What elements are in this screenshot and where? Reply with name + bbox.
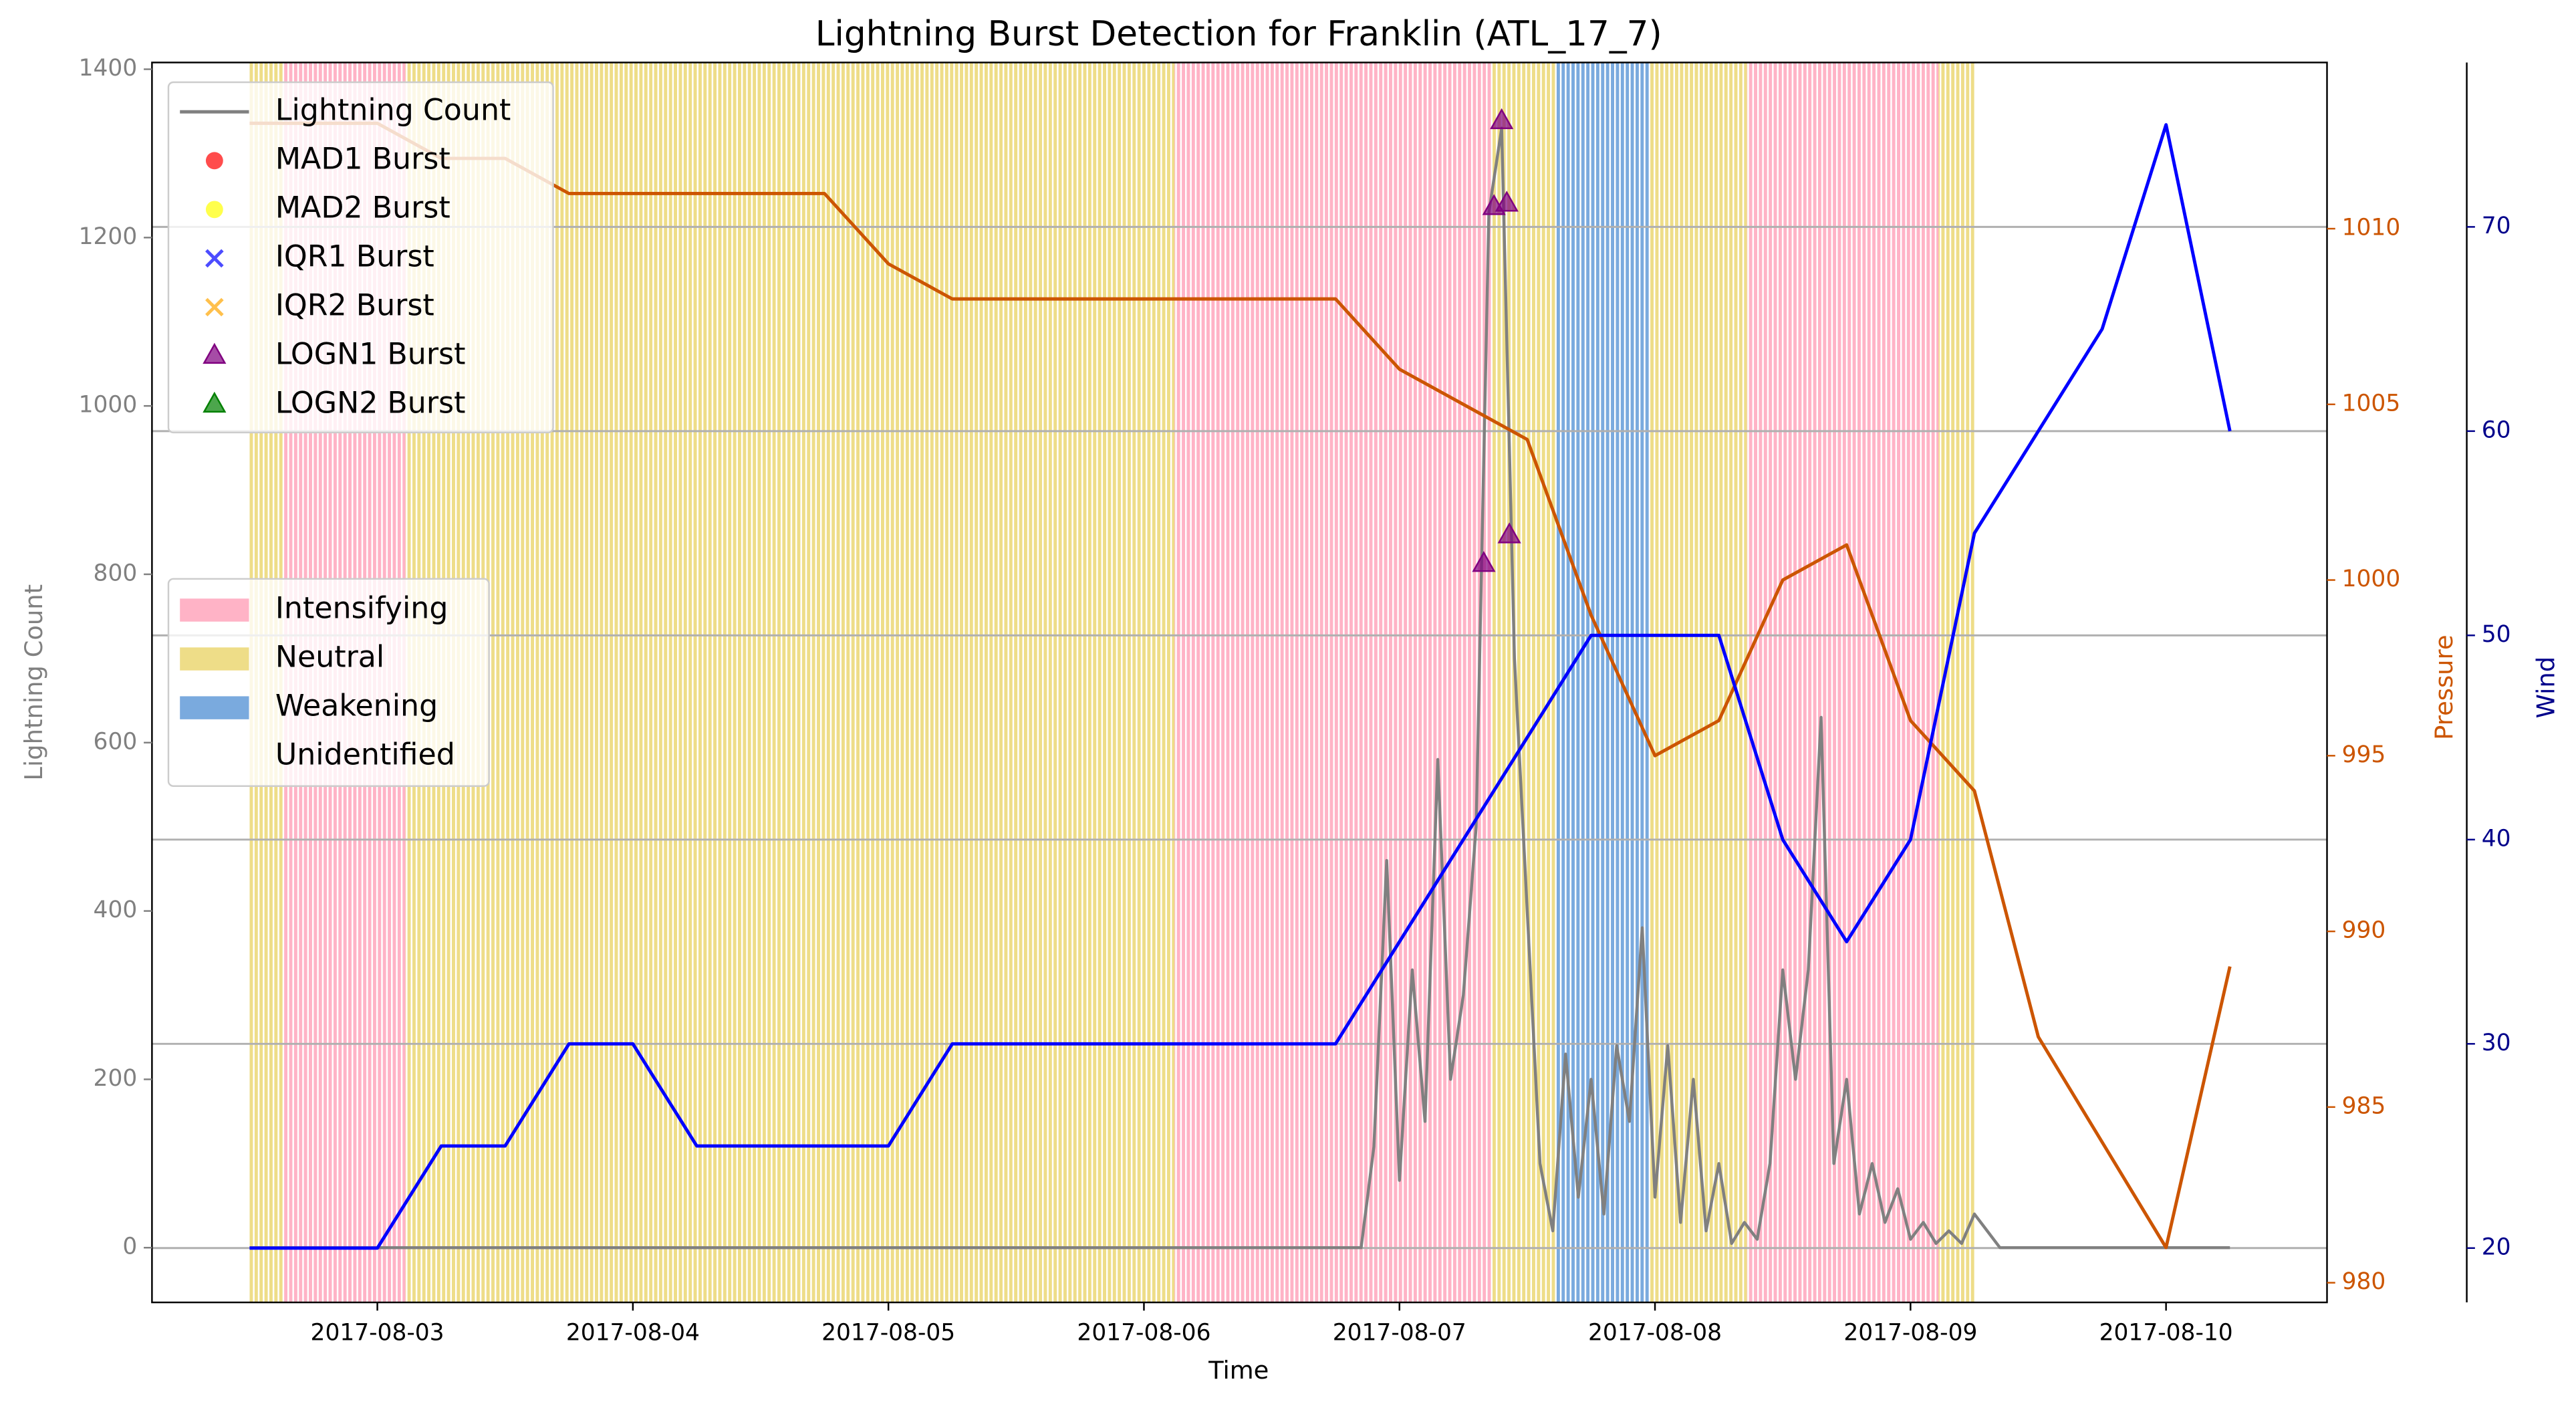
- phase-legend-label: Weakening: [275, 689, 438, 723]
- burst-marker: [203, 342, 227, 364]
- phase-legend-patch: [180, 745, 249, 768]
- y-axis-label: Lightning Count: [19, 584, 48, 781]
- y2-tick-label: 1010: [2342, 215, 2401, 241]
- phase-region: [1491, 62, 1555, 1303]
- burst-marker: [203, 391, 227, 413]
- phase-legend-label: Neutral: [275, 640, 384, 675]
- y3-tick-label: 20: [2482, 1234, 2511, 1260]
- legend-label: LOGN1 Burst: [275, 338, 466, 372]
- y-tick-label: 1000: [79, 392, 138, 419]
- y2-axis-label: Pressure: [2430, 634, 2458, 739]
- y-tick-label: 800: [94, 560, 138, 586]
- y2-tick-label: 995: [2342, 741, 2386, 768]
- y-tick-label: 600: [94, 728, 138, 755]
- x-tick-label: 2017-08-08: [1588, 1319, 1722, 1346]
- legend-label: Lightning Count: [275, 93, 511, 127]
- y-tick-label: 1200: [79, 223, 138, 250]
- legend-label: LOGN2 Burst: [275, 386, 466, 421]
- phase-legend-label: Intensifying: [275, 592, 448, 626]
- x-tick-label: 2017-08-10: [2099, 1319, 2233, 1346]
- burst-marker: [205, 249, 224, 268]
- y-tick-label: 400: [94, 897, 138, 923]
- y-tick-label: 0: [122, 1234, 137, 1260]
- phase-legend-label: Unidentified: [275, 738, 455, 772]
- legend-label: MAD2 Burst: [275, 191, 450, 225]
- y3-axis-label: Wind: [2532, 657, 2561, 719]
- phase-legend-box: [167, 578, 490, 787]
- legend-label: IQR2 Burst: [275, 288, 434, 322]
- y2-tick-label: 985: [2342, 1092, 2386, 1119]
- y2-tick-label: 990: [2342, 917, 2386, 944]
- burst-marker: [1495, 191, 1519, 212]
- x-tick-label: 2017-08-07: [1333, 1319, 1466, 1346]
- y3-tick-label: 60: [2482, 417, 2511, 443]
- x-tick-label: 2017-08-05: [821, 1319, 955, 1346]
- y3-tick-label: 50: [2482, 621, 2511, 648]
- phase-legend-patch: [180, 696, 249, 719]
- phase-region: [1555, 62, 1650, 1303]
- y2-tick-label: 980: [2342, 1268, 2386, 1295]
- y2-tick-label: 1005: [2342, 390, 2401, 417]
- phase-legend-patch: [180, 647, 249, 671]
- x-tick-label: 2017-08-03: [311, 1319, 444, 1346]
- y3-tick-label: 70: [2482, 213, 2511, 239]
- legend-label: IQR1 Burst: [275, 239, 434, 273]
- burst-marker: [205, 152, 223, 170]
- burst-marker: [1490, 108, 1514, 130]
- y3-tick-label: 40: [2482, 825, 2511, 852]
- burst-marker: [1472, 551, 1496, 572]
- phase-region: [1747, 62, 1939, 1303]
- legend-box: [167, 81, 554, 434]
- y-tick-label: 1400: [79, 55, 138, 82]
- x-tick-label: 2017-08-04: [566, 1319, 700, 1346]
- series-line: [249, 121, 2232, 1250]
- phase-region: [1650, 62, 1747, 1303]
- series-line: [249, 126, 2230, 1250]
- burst-marker: [205, 298, 224, 317]
- y-tick-label: 200: [94, 1065, 138, 1092]
- y2-tick-label: 1000: [2342, 566, 2401, 592]
- burst-marker: [1497, 522, 1521, 544]
- phase-region: [1174, 62, 1492, 1303]
- plot-frame: [151, 62, 2328, 1304]
- x-tick-label: 2017-08-06: [1077, 1319, 1210, 1346]
- x-tick-label: 2017-08-09: [1843, 1319, 1977, 1346]
- phase-legend-patch: [180, 598, 249, 622]
- y3-tick-label: 30: [2482, 1030, 2511, 1056]
- chart-title: Lightning Burst Detection for Franklin (…: [815, 14, 1662, 54]
- burst-marker: [205, 201, 223, 219]
- legend-label: MAD1 Burst: [275, 142, 450, 176]
- x-axis-label: Time: [1208, 1356, 1269, 1385]
- series-line: [249, 123, 2232, 1250]
